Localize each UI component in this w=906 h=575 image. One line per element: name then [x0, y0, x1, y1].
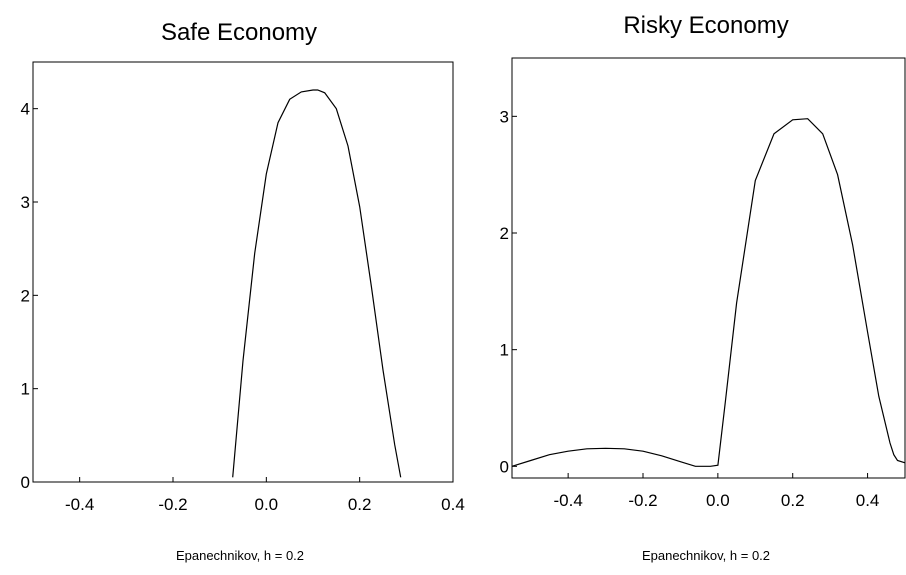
risky-x-tick-label: 0.4 [856, 491, 880, 510]
risky-x-tick-label: -0.4 [553, 491, 582, 510]
safe-economy-caption: Epanechnikov, h = 0.2 [176, 548, 304, 563]
safe-economy-panel: Safe Economy -0.4 -0.2 0.0 0.2 0.4 0 1 2 3 4 Epan… [21, 19, 465, 563]
risky-y-tick-label: 0 [500, 457, 509, 476]
safe-x-tick-label: 0.0 [255, 495, 279, 514]
safe-y-tick-label: 4 [21, 100, 30, 119]
safe-economy-plot-frame [33, 62, 453, 482]
safe-y-tick-label: 3 [21, 193, 30, 212]
safe-economy-axes: -0.4 -0.2 0.0 0.2 0.4 0 1 2 3 4 [21, 100, 465, 514]
risky-y-tick-label: 2 [500, 224, 509, 243]
risky-economy-caption: Epanechnikov, h = 0.2 [642, 548, 770, 563]
safe-economy-density-line [233, 90, 401, 477]
risky-economy-density-line [512, 119, 905, 467]
safe-x-tick-label: -0.2 [158, 495, 187, 514]
safe-y-tick-label: 0 [21, 473, 30, 492]
risky-economy-plot-frame [512, 58, 905, 478]
safe-y-tick-label: 2 [21, 286, 30, 305]
risky-x-tick-label: -0.2 [628, 491, 657, 510]
risky-y-tick-label: 1 [500, 341, 509, 360]
risky-economy-panel: Risky Economy -0.4 -0.2 0.0 0.2 0.4 0 1 2 3 Epan… [500, 12, 905, 563]
risky-economy-axes: -0.4 -0.2 0.0 0.2 0.4 0 1 2 3 [500, 107, 880, 510]
risky-x-tick-label: 0.2 [781, 491, 805, 510]
risky-y-tick-label: 3 [500, 107, 509, 126]
safe-economy-title: Safe Economy [161, 19, 317, 46]
risky-economy-title: Risky Economy [623, 12, 788, 39]
safe-x-tick-label: 0.2 [348, 495, 372, 514]
safe-y-tick-label: 1 [21, 380, 30, 399]
risky-x-tick-label: 0.0 [706, 491, 730, 510]
safe-x-tick-label: 0.4 [441, 495, 465, 514]
safe-x-tick-label: -0.4 [65, 495, 94, 514]
